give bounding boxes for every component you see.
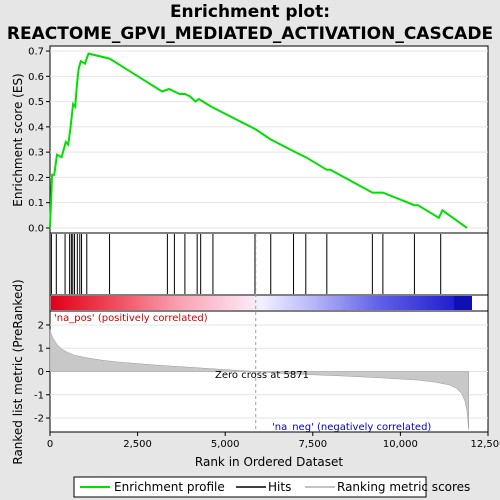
metric-y-tick-label: 0 [38,367,44,378]
metric-y-axis-label: Ranked list metric (PreRanked) [11,279,25,464]
x-tick-label: 12,500 [471,439,500,450]
x-axis-ticks: 0 2,500 5,000 7,500 10,000 12,500 [47,432,500,450]
x-tick-label: 5,000 [211,439,240,450]
x-tick-label: 0 [47,439,53,450]
es-y-tick-label: 0.4 [28,122,44,133]
es-y-ticks: 0.0 0.1 0.2 0.3 0.4 0.5 0.6 0.7 [28,47,50,234]
x-tick-label: 7,500 [298,439,327,450]
es-gridlines [50,50,488,229]
zero-cross-label: Zero cross at 5871 [215,370,309,381]
chart-title-line1: Enrichment plot: [170,2,330,22]
legend-profile-label: Enrichment profile [114,480,225,494]
metric-y-ticks: -2 -1 0 1 2 [34,320,50,425]
legend-metric-label: Ranking metric scores [337,480,470,494]
rank-color-bar-tail [454,296,472,310]
negative-correlation-label: 'na_neg' (negatively correlated) [272,422,431,433]
x-tick-label: 2,500 [123,439,152,450]
es-y-tick-label: 0.7 [28,47,44,58]
positive-correlation-label: 'na_pos' (positively correlated) [54,313,208,324]
es-y-tick-label: 0.2 [28,173,44,184]
metric-y-tick-label: 2 [38,320,44,331]
metric-y-tick-label: -1 [34,390,44,401]
es-plot-area [49,45,489,234]
x-axis-label: Rank in Ordered Dataset [195,455,343,469]
x-tick-label: 10,000 [383,439,418,450]
es-y-tick-label: 0.0 [28,223,44,234]
hits-panel [49,232,489,296]
metric-y-tick-label: 1 [38,344,44,355]
legend-hits-label: Hits [268,480,291,494]
metric-y-tick-label: -2 [34,414,44,425]
enrichment-profile-line [49,52,468,229]
ranked-metric-area [49,329,469,430]
es-y-axis-label: Enrichment score (ES) [11,73,25,206]
es-y-tick-label: 0.3 [28,148,44,159]
es-y-tick-label: 0.6 [28,72,44,83]
chart-title-line2: REACTOME_GPVI_MEDIATED_ACTIVATION_CASCAD… [7,24,493,44]
es-y-tick-label: 0.1 [28,198,44,209]
rank-color-bar [51,296,472,310]
es-y-tick-label: 0.5 [28,97,44,108]
hit-marks [50,234,442,294]
